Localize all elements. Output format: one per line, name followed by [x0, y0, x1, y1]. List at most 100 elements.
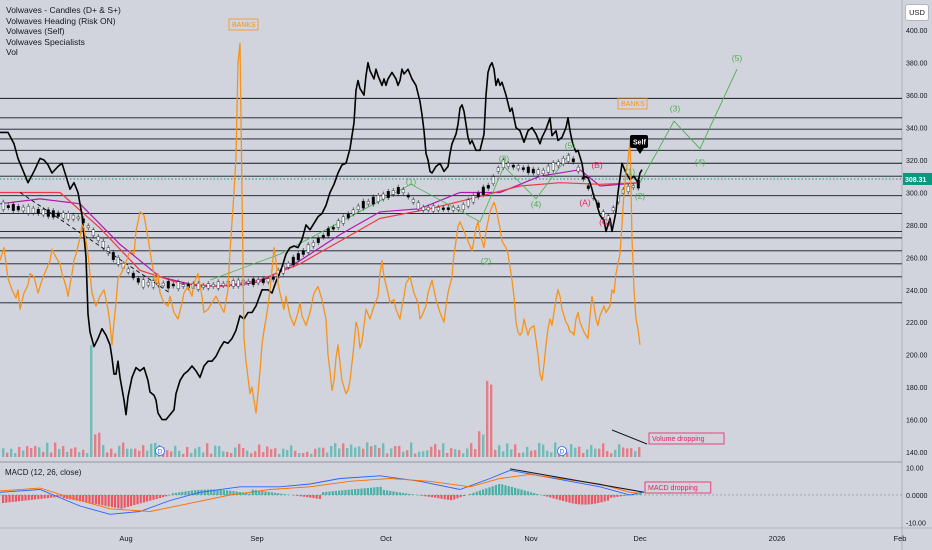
wave-labels: (1) (2) (3) (4) (5) (A) (B) (C) (1) (2) (3) (4) (5): [406, 53, 743, 266]
macd-histogram-bar: [334, 490, 337, 495]
candle-body: [376, 195, 380, 202]
candle-body: [441, 207, 445, 210]
volume-bar: [638, 447, 641, 457]
x-tick-label: Dec: [633, 534, 647, 543]
volume-bar: [634, 451, 637, 457]
volume-bar: [42, 451, 45, 457]
candle-body: [546, 165, 550, 173]
y-tick-label: 180.00: [906, 385, 928, 392]
macd-histogram-bar: [398, 492, 401, 495]
indicator-heading[interactable]: Volwaves Heading (Risk ON): [6, 15, 116, 26]
currency-button[interactable]: USD: [905, 4, 929, 21]
macd-histogram-bar: [376, 487, 379, 495]
macd-histogram-bar: [370, 487, 373, 495]
macd-histogram-bar: [510, 486, 513, 495]
volume-bar: [90, 345, 93, 457]
candle-body: [446, 207, 450, 210]
candle-body: [106, 247, 110, 254]
volume-bar: [370, 446, 373, 457]
macd-histogram-bar: [382, 489, 385, 495]
candle-body: [601, 211, 605, 218]
volume-bar: [306, 451, 309, 457]
candle-body: [381, 193, 385, 200]
candle-body: [466, 199, 470, 207]
macd-histogram-bar: [302, 495, 305, 497]
banks-label-box: [617, 97, 648, 110]
volume-bar: [450, 448, 453, 457]
volume-bar: [46, 442, 49, 457]
volume-bar: [346, 448, 349, 457]
macd-histogram-bar: [101, 495, 104, 506]
macd-histogram-bar: [485, 488, 488, 495]
candle-body: [461, 204, 465, 210]
volume-bar: [302, 453, 305, 457]
candle-body: [271, 276, 275, 280]
macd-histogram-bar: [85, 495, 88, 503]
macd-histogram-bar: [277, 493, 280, 495]
candle-body: [161, 282, 165, 287]
candle-body: [26, 206, 30, 214]
volume-bar: [142, 445, 145, 457]
candle-body: [221, 283, 225, 286]
wave-label: (3): [499, 154, 510, 164]
volume-bar: [418, 451, 421, 457]
candle-body: [21, 206, 25, 212]
macd-histogram-bar: [421, 495, 424, 496]
candle-body: [176, 281, 180, 290]
macd-histogram-bar: [373, 487, 376, 495]
macd-histogram-bar: [469, 493, 472, 495]
candle-body: [56, 212, 60, 217]
volume-bar: [238, 443, 241, 457]
candle-body: [506, 163, 510, 167]
indicator-self[interactable]: Volwaves (Self): [6, 26, 65, 36]
volume-bar: [494, 449, 497, 457]
macd-trend-line: [509, 468, 645, 493]
macd-histogram-bar: [2, 495, 5, 504]
y-tick-label: 220.00: [906, 320, 928, 327]
indicator-candles[interactable]: Volwaves - Candles (D+ & S+): [6, 5, 121, 15]
volume-bar: [310, 453, 313, 457]
indicator-legend: Volwaves - Candles (D+ & S+) Volwaves He…: [6, 5, 121, 58]
volume-bar: [14, 453, 17, 457]
macd-histogram-bar: [91, 495, 94, 504]
macd-histogram-bar: [146, 495, 149, 502]
volume-bar: [134, 448, 137, 457]
macd-histogram-bar: [94, 495, 97, 505]
candle-body: [456, 207, 460, 211]
candle-body: [541, 169, 545, 174]
macd-histogram-bar: [338, 490, 341, 495]
macd-histogram-bar: [53, 495, 56, 498]
macd-histogram-bar: [213, 489, 216, 495]
candle-body: [101, 241, 105, 249]
volume-bar: [266, 446, 269, 457]
candle-body: [581, 176, 585, 180]
macd-histogram-bar: [123, 495, 126, 508]
candle-body: [391, 190, 395, 195]
dividend-label: D: [560, 449, 565, 456]
volume-bar: [406, 450, 409, 457]
macd-histogram-bar: [59, 495, 62, 497]
candle-body: [356, 205, 360, 210]
indicator-vol[interactable]: Vol: [6, 47, 18, 57]
oscillator-line: [0, 42, 641, 414]
volume-bar: [122, 442, 125, 457]
indicator-specialists[interactable]: Volwaves Specialists: [6, 36, 85, 47]
price-line: [0, 61, 643, 421]
macd-histogram-bar: [350, 489, 353, 495]
volume-bar: [358, 446, 361, 457]
macd-histogram-bar: [162, 495, 165, 498]
wave-label: (A): [579, 197, 591, 207]
candle-body: [6, 205, 10, 208]
volume-bar: [470, 443, 473, 457]
candle-body: [31, 207, 35, 214]
volume-bar: [522, 452, 525, 457]
macd-histogram-bar: [440, 495, 443, 499]
candle-body: [576, 166, 580, 172]
macd-histogram-bar: [5, 495, 8, 503]
macd-legend[interactable]: MACD (12, 26, close): [5, 468, 82, 477]
candle-body: [41, 209, 45, 216]
wave-label: (5): [732, 53, 743, 63]
